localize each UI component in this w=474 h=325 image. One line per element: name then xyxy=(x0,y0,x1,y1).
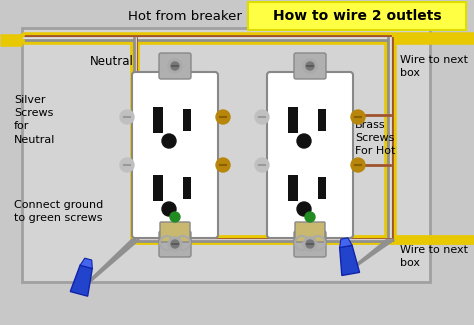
Bar xyxy=(183,109,191,131)
Circle shape xyxy=(351,110,365,124)
Circle shape xyxy=(255,158,269,172)
Bar xyxy=(288,175,298,201)
FancyBboxPatch shape xyxy=(267,72,353,238)
FancyBboxPatch shape xyxy=(294,53,326,79)
Bar xyxy=(153,175,163,201)
Text: Neutral: Neutral xyxy=(90,55,134,68)
Circle shape xyxy=(168,237,182,251)
Circle shape xyxy=(170,212,180,222)
Circle shape xyxy=(216,158,230,172)
Polygon shape xyxy=(340,238,352,247)
Circle shape xyxy=(351,158,365,172)
Circle shape xyxy=(171,240,179,248)
Bar xyxy=(318,109,326,131)
Circle shape xyxy=(162,202,176,216)
Bar xyxy=(288,107,298,133)
FancyBboxPatch shape xyxy=(159,53,191,79)
Circle shape xyxy=(306,62,314,70)
Polygon shape xyxy=(340,245,360,276)
FancyBboxPatch shape xyxy=(132,72,218,238)
Circle shape xyxy=(216,110,230,124)
FancyBboxPatch shape xyxy=(295,222,325,242)
Text: Wire to next
box: Wire to next box xyxy=(400,245,468,268)
Circle shape xyxy=(171,62,179,70)
Circle shape xyxy=(168,59,182,73)
Bar xyxy=(248,2,466,30)
Text: Brass
Screws
For Hot: Brass Screws For Hot xyxy=(355,120,395,156)
Circle shape xyxy=(303,237,317,251)
FancyBboxPatch shape xyxy=(160,222,190,242)
Text: Hot from breaker: Hot from breaker xyxy=(128,10,242,23)
Text: How to wire 2 outlets: How to wire 2 outlets xyxy=(273,9,441,23)
Circle shape xyxy=(255,110,269,124)
Bar xyxy=(183,177,191,199)
Circle shape xyxy=(120,158,134,172)
Polygon shape xyxy=(70,265,92,296)
Text: Silver
Screws
for
Neutral: Silver Screws for Neutral xyxy=(14,95,55,145)
FancyBboxPatch shape xyxy=(294,231,326,257)
Circle shape xyxy=(162,134,176,148)
Circle shape xyxy=(297,134,311,148)
FancyBboxPatch shape xyxy=(159,231,191,257)
Circle shape xyxy=(297,202,311,216)
Circle shape xyxy=(306,240,314,248)
Bar xyxy=(22,28,430,282)
Circle shape xyxy=(120,110,134,124)
Text: Connect ground
to green screws: Connect ground to green screws xyxy=(14,200,103,223)
Circle shape xyxy=(303,59,317,73)
Circle shape xyxy=(305,212,315,222)
Bar xyxy=(153,107,163,133)
Bar xyxy=(318,177,326,199)
Polygon shape xyxy=(80,258,92,268)
Text: Wire to next
box: Wire to next box xyxy=(400,55,468,78)
